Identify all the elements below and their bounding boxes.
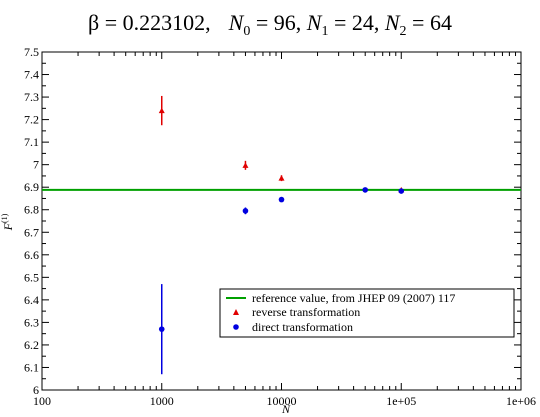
- direct-point: [362, 187, 369, 193]
- legend-box: [219, 288, 515, 338]
- data-marks: [42, 95, 521, 375]
- y-tick-label: 6.9: [24, 180, 39, 194]
- y-tick-label: 7: [33, 158, 39, 172]
- y-tick-label: 7.2: [24, 113, 39, 127]
- title-n1-sub: 1: [321, 24, 328, 39]
- title-n2-sub: 2: [400, 24, 407, 39]
- title-n0-val: = 96,: [250, 10, 306, 35]
- y-tick-label: 7.4: [24, 68, 39, 82]
- y-tick-label: 6.1: [24, 360, 39, 374]
- direct-point: [398, 188, 405, 194]
- y-tick-label: 6.8: [24, 203, 39, 217]
- title-n1-var: N: [306, 10, 323, 35]
- title-n2-val: = 64: [407, 10, 452, 35]
- legend-reverse-label: reverse transformation: [252, 305, 360, 319]
- y-tick-label: 6.7: [24, 225, 39, 239]
- x-tick-label: 1000: [150, 394, 174, 408]
- y-axis-label: F(1): [0, 213, 15, 231]
- x-axis-label: N: [281, 402, 291, 416]
- y-tick-label: 6: [33, 383, 39, 397]
- reverse-point: [278, 175, 285, 181]
- y-tick-label: 7.5: [24, 45, 39, 59]
- plot-area: [41, 51, 522, 391]
- y-tick-label: 6.3: [24, 315, 39, 329]
- axis-ticks: 100 1000 10000 1e+05 1e+06 6 6.1 6.2 6.3 6.4 6.5 6.…: [24, 45, 536, 408]
- y-tick-label: 7.1: [24, 135, 39, 149]
- chart-title: β = 0.223102, N0 = 96, N1 = 24, N2 = 64: [88, 10, 452, 39]
- x-tick-label: 1e+06: [506, 394, 536, 408]
- title-n1-val: = 24,: [328, 10, 384, 35]
- y-tick-label: 6.2: [24, 338, 39, 352]
- y-axis-label-main: F: [1, 222, 15, 231]
- y-tick-label: 6.5: [24, 270, 39, 284]
- direct-point: [242, 208, 249, 214]
- x-tick-label: 100: [33, 394, 51, 408]
- direct-point: [278, 196, 285, 203]
- title-n0-var: N: [228, 10, 245, 35]
- title-n0-sub: 0: [243, 24, 250, 39]
- y-tick-label: 7.3: [24, 90, 39, 104]
- reverse-point: [242, 162, 249, 168]
- reverse-point: [158, 107, 165, 114]
- legend-direct-label: direct transformation: [252, 320, 353, 334]
- x-tick-label: 1e+05: [386, 394, 416, 408]
- y-axis-label-sup: (1): [0, 213, 9, 223]
- legend-reverse-marker: [233, 309, 239, 315]
- legend-reference-label: reference value, from JHEP 09 (2007) 117: [252, 291, 455, 305]
- x-tick-label: 10000: [267, 394, 297, 408]
- y-tick-label: 6.6: [24, 248, 39, 262]
- direct-point: [158, 326, 165, 332]
- legend: reference value, from JHEP 09 (2007) 117…: [219, 288, 515, 338]
- title-n2-var: N: [384, 10, 401, 35]
- y-tick-label: 6.4: [24, 293, 39, 307]
- legend-direct-marker: [233, 324, 239, 330]
- plot-frame: [41, 51, 522, 391]
- title-beta: β = 0.223102,: [88, 10, 211, 35]
